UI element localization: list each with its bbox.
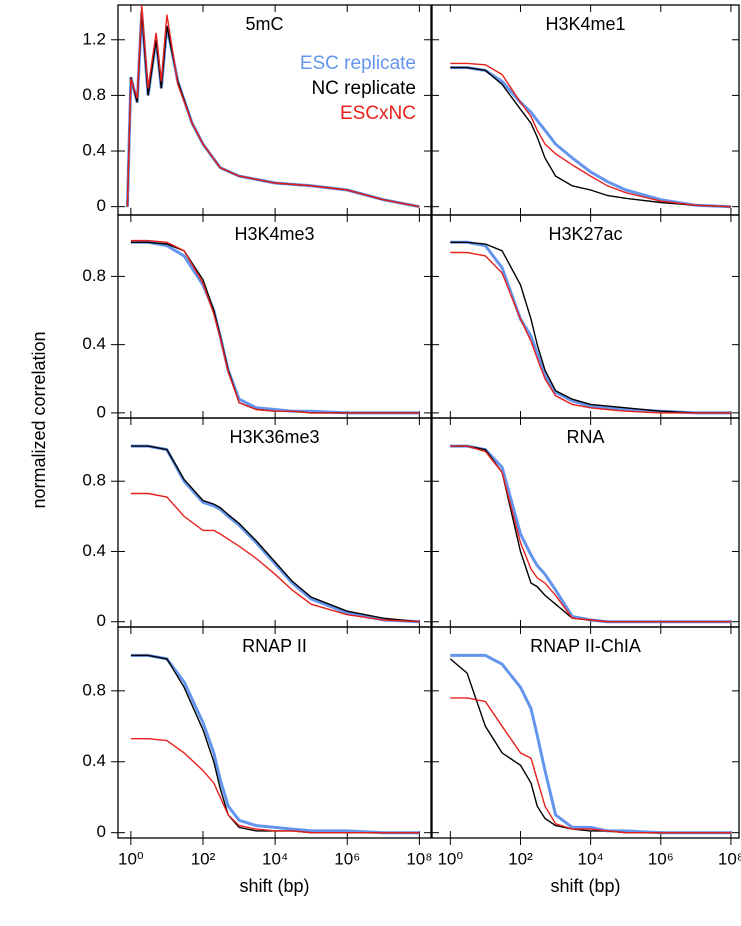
series-line xyxy=(450,445,731,623)
series-line xyxy=(450,444,731,624)
y-tick-label: 0 xyxy=(97,402,106,421)
x-tick-label: 10² xyxy=(508,849,533,868)
panel-title: RNAP II xyxy=(242,636,307,656)
y-tick-label: 1.2 xyxy=(82,29,106,48)
panel-title: H3K27ac xyxy=(548,224,622,244)
y-tick-label: 0.8 xyxy=(82,471,106,490)
x-tick-label: 10⁸ xyxy=(718,849,741,868)
legend-entry: ESCxNC xyxy=(340,103,416,124)
x-axis-label: shift (bp) xyxy=(239,876,309,896)
panel-frame xyxy=(431,4,740,216)
x-tick-label: 10⁴ xyxy=(578,849,604,868)
series-line xyxy=(130,444,420,624)
panel-title: H3K4me1 xyxy=(545,14,625,34)
panel-title: 5mC xyxy=(245,14,283,34)
panel-frame xyxy=(117,626,432,839)
x-tick-label: 10² xyxy=(191,849,216,868)
series-line xyxy=(450,697,731,834)
y-tick-label: 0.8 xyxy=(82,266,106,285)
panel-frame xyxy=(431,626,740,839)
y-tick-label: 0.8 xyxy=(82,85,106,104)
series-line xyxy=(450,241,731,414)
panel-title: RNAP II-ChIA xyxy=(530,636,641,656)
series-line xyxy=(449,658,731,834)
series-line xyxy=(450,240,731,415)
series-line xyxy=(126,4,420,208)
series-line xyxy=(450,66,731,208)
y-tick-label: 0.4 xyxy=(82,141,106,160)
series-line xyxy=(450,62,731,208)
series-line xyxy=(130,654,420,834)
y-tick-label: 0.8 xyxy=(82,680,106,699)
x-tick-label: 10⁴ xyxy=(262,849,288,868)
series-line xyxy=(130,653,420,835)
x-axis-label: shift (bp) xyxy=(550,876,620,896)
y-axis-label: normalized correlation xyxy=(29,331,49,508)
y-tick-label: 0 xyxy=(97,822,106,841)
x-tick-label: 10⁰ xyxy=(118,849,144,868)
y-tick-label: 0 xyxy=(97,196,106,215)
series-line xyxy=(130,239,420,414)
panel-title: H3K36me3 xyxy=(229,427,319,447)
y-tick-label: 0.4 xyxy=(82,334,106,353)
series-line xyxy=(130,240,420,415)
y-tick-label: 0 xyxy=(97,611,106,630)
panel-title: RNA xyxy=(566,427,604,447)
series-line xyxy=(130,445,420,623)
series-line xyxy=(450,66,731,209)
series-line xyxy=(450,251,731,414)
series-line xyxy=(450,445,731,623)
x-tick-label: 10⁰ xyxy=(437,849,463,868)
panel-title: H3K4me3 xyxy=(234,224,314,244)
y-tick-label: 0.4 xyxy=(82,541,106,560)
legend-entry: NC replicate xyxy=(311,78,416,99)
series-line xyxy=(450,653,731,835)
x-tick-label: 10⁶ xyxy=(648,849,674,868)
series-line xyxy=(130,492,420,623)
legend-entry: ESC replicate xyxy=(300,53,416,74)
x-tick-label: 10⁸ xyxy=(406,849,432,868)
y-tick-label: 0.4 xyxy=(82,751,106,770)
series-line xyxy=(130,738,420,834)
series-line xyxy=(130,241,420,414)
x-tick-label: 10⁶ xyxy=(334,849,360,868)
